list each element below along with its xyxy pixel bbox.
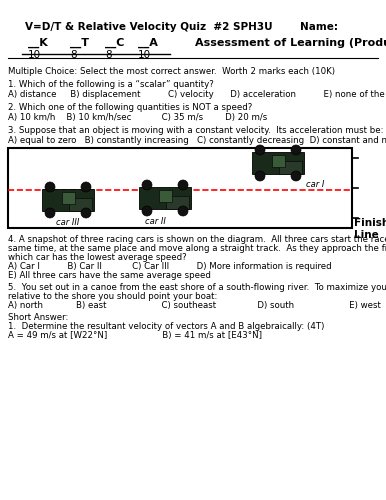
Bar [139, 187, 191, 209]
Circle shape [142, 180, 152, 190]
Bar [159, 190, 171, 202]
Text: E) All three cars have the same average speed: E) All three cars have the same average … [8, 271, 211, 280]
Text: 4. A snapshot of three racing cars is shown on the diagram.  All three cars star: 4. A snapshot of three racing cars is sh… [8, 235, 386, 244]
Text: 8: 8 [70, 50, 77, 60]
Bar [166, 196, 189, 209]
Text: Assessment of Learning (Product): Assessment of Learning (Product) [195, 38, 386, 48]
Bar [8, 148, 352, 228]
Bar [69, 198, 92, 211]
Bar [279, 161, 302, 174]
Text: Multiple Choice: Select the most correct answer.  Worth 2 marks each (10K): Multiple Choice: Select the most correct… [8, 67, 335, 76]
Text: 5.  You set out in a canoe from the east shore of a south-flowing river.  To max: 5. You set out in a canoe from the east … [8, 283, 386, 292]
Bar [61, 192, 74, 204]
Text: 1.  Determine the resultant velocity of vectors A and B algebraically: (4T): 1. Determine the resultant velocity of v… [8, 322, 324, 331]
Bar [271, 155, 284, 167]
Circle shape [178, 206, 188, 216]
Text: which car has the lowest average speed?: which car has the lowest average speed? [8, 253, 186, 262]
Circle shape [178, 180, 188, 190]
Text: Finish
Line: Finish Line [354, 218, 386, 240]
Circle shape [45, 208, 55, 218]
Circle shape [255, 145, 265, 155]
Text: A) equal to zero   B) constantly increasing   C) constantly decreasing  D) const: A) equal to zero B) constantly increasin… [8, 136, 386, 145]
Text: A) 10 km/h    B) 10 km/h/sec           C) 35 m/s        D) 20 m/s: A) 10 km/h B) 10 km/h/sec C) 35 m/s D) 2… [8, 113, 267, 122]
Bar [42, 189, 94, 211]
Text: A = 49 m/s at [W22°N]                    B) = 41 m/s at [E43°N]: A = 49 m/s at [W22°N] B) = 41 m/s at [E4… [8, 331, 262, 340]
Text: __A: __A [138, 38, 158, 48]
Text: car I: car I [306, 180, 324, 189]
Text: 10: 10 [138, 50, 151, 60]
Text: car II: car II [145, 217, 166, 226]
Text: V=D/T & Relative Velocity Quiz  #2 SPH3U: V=D/T & Relative Velocity Quiz #2 SPH3U [25, 22, 273, 32]
Text: 2. Which one of the following quantities is NOT a speed?: 2. Which one of the following quantities… [8, 103, 252, 112]
Circle shape [291, 171, 301, 181]
Text: car III: car III [56, 218, 80, 227]
Text: A) north            B) east                    C) southeast               D) sou: A) north B) east C) southeast D) sou [8, 301, 381, 310]
Circle shape [255, 171, 265, 181]
Text: 10: 10 [28, 50, 41, 60]
Text: 3. Suppose that an object is moving with a constant velocity.  Its acceleration : 3. Suppose that an object is moving with… [8, 126, 384, 135]
Text: same time, at the same place and move along a straight track.  As they approach : same time, at the same place and move al… [8, 244, 386, 253]
Text: __C: __C [105, 38, 124, 48]
Circle shape [291, 145, 301, 155]
Text: Short Answer:: Short Answer: [8, 313, 68, 322]
Circle shape [45, 182, 55, 192]
Text: A) Car I          B) Car II           C) Car III          D) More information is: A) Car I B) Car II C) Car III D) More in… [8, 262, 332, 271]
Text: 8: 8 [105, 50, 112, 60]
Bar [252, 152, 304, 174]
Text: __K: __K [28, 38, 48, 48]
Circle shape [81, 182, 91, 192]
Circle shape [81, 208, 91, 218]
Text: __T: __T [70, 38, 89, 48]
Text: Name:: Name: [300, 22, 338, 32]
Text: A) distance     B) displacement          C) velocity      D) acceleration       : A) distance B) displacement C) velocity … [8, 90, 386, 99]
Circle shape [142, 206, 152, 216]
Text: 1. Which of the following is a “scalar” quantity?: 1. Which of the following is a “scalar” … [8, 80, 214, 89]
Text: relative to the shore you should point your boat:: relative to the shore you should point y… [8, 292, 217, 301]
